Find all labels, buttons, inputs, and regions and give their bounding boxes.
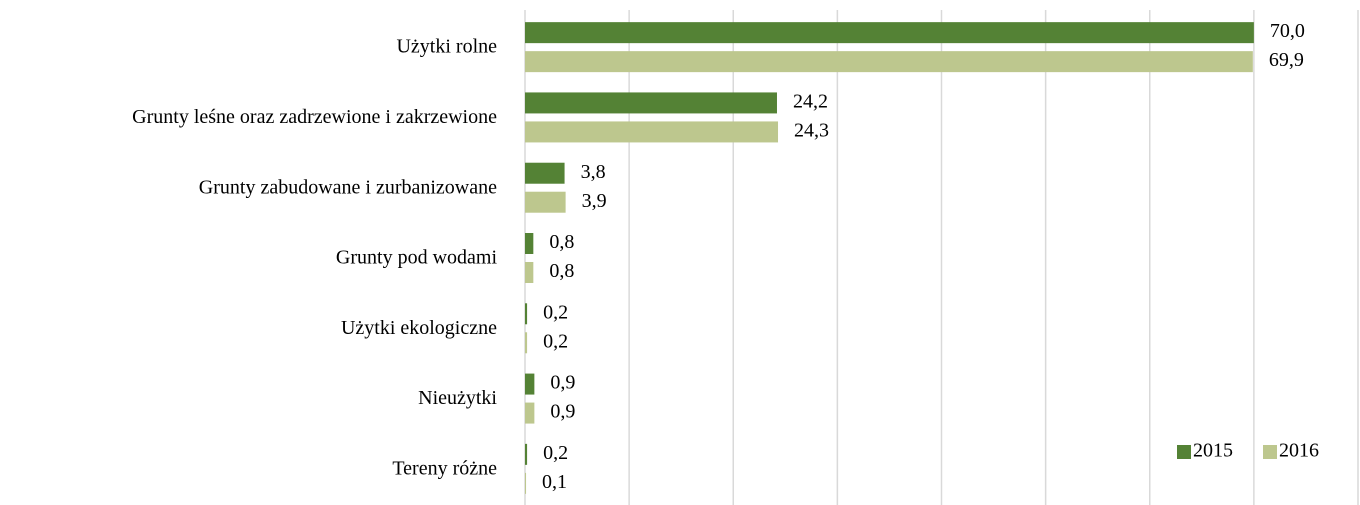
legend-label: 2015 — [1193, 440, 1233, 462]
bar — [525, 402, 535, 424]
legend-swatch — [1177, 445, 1191, 459]
y-tick-label: Użytki rolne — [396, 36, 497, 58]
data-label: 0,2 — [543, 330, 568, 352]
bar — [525, 443, 528, 465]
bar — [525, 191, 566, 213]
y-tick-label: Tereny różne — [392, 457, 497, 479]
bar — [525, 121, 779, 143]
data-label: 70,0 — [1270, 20, 1305, 42]
bar — [525, 373, 535, 395]
bar — [525, 92, 777, 114]
data-label: 0,2 — [543, 442, 568, 464]
data-label: 0,9 — [550, 372, 575, 394]
data-label: 69,9 — [1269, 49, 1304, 71]
data-label: 3,9 — [582, 190, 607, 212]
data-label: 24,3 — [794, 120, 829, 142]
bar — [525, 51, 1253, 73]
bar — [525, 303, 528, 325]
y-tick-label: Grunty leśne oraz zadrzewione i zakrzewi… — [132, 106, 497, 128]
data-label: 0,1 — [542, 471, 567, 493]
bar — [525, 233, 534, 254]
bar — [525, 262, 534, 283]
y-tick-label: Grunty pod wodami — [336, 247, 498, 269]
legend-label: 2016 — [1279, 440, 1319, 462]
data-label: 24,2 — [793, 91, 828, 113]
y-tick-label: Nieużytki — [418, 387, 497, 409]
legend-swatch — [1263, 445, 1277, 459]
bar — [525, 22, 1254, 44]
data-label: 0,9 — [550, 401, 575, 423]
bar — [525, 332, 528, 354]
y-tick-label: Użytki ekologiczne — [341, 317, 497, 339]
data-label: 0,2 — [543, 301, 568, 323]
data-label: 0,8 — [549, 260, 574, 282]
y-tick-label: Grunty zabudowane i zurbanizowane — [199, 176, 497, 198]
bar — [525, 162, 565, 184]
data-label: 3,8 — [581, 161, 606, 183]
data-label: 0,8 — [549, 231, 574, 253]
bar — [525, 472, 527, 494]
